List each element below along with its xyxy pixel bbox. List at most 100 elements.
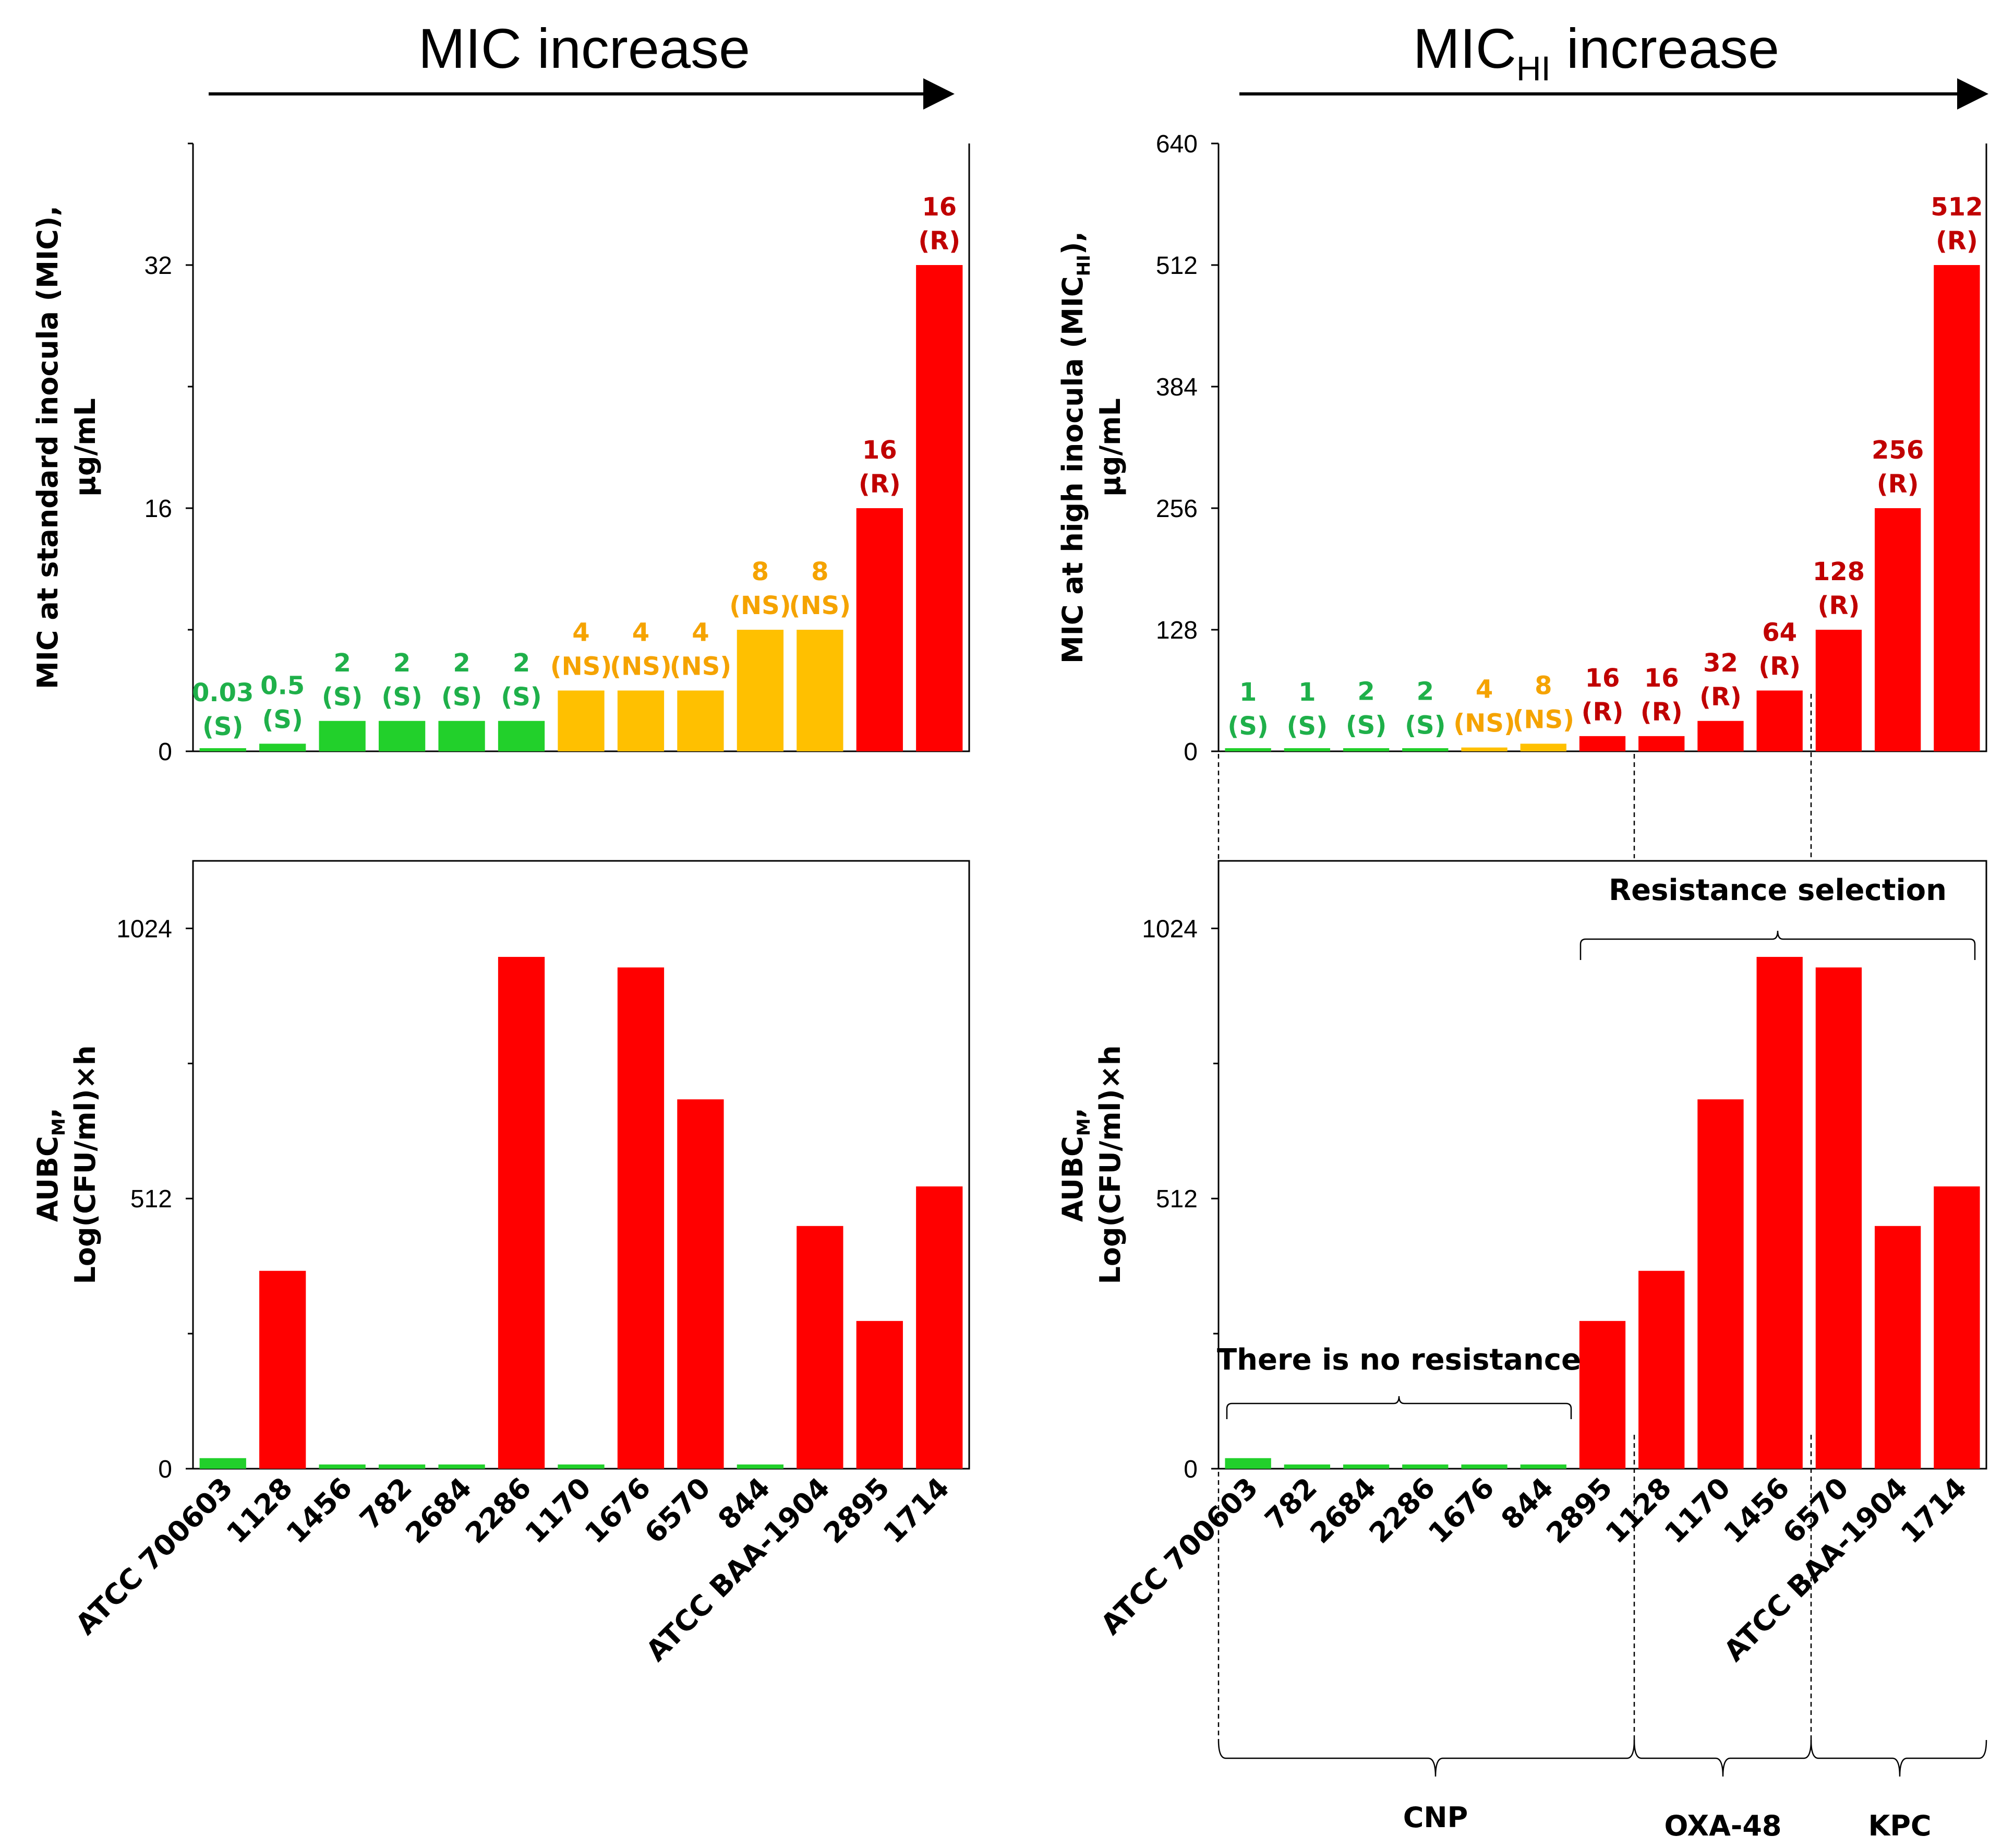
bar bbox=[1343, 748, 1390, 751]
bar-value-label: 1 bbox=[1298, 678, 1316, 707]
bar bbox=[1579, 736, 1626, 751]
x-tick-label: 2895 bbox=[1540, 1471, 1619, 1550]
bar bbox=[1579, 1321, 1626, 1469]
bar bbox=[498, 721, 545, 751]
kpc-brace bbox=[1810, 1739, 1987, 1777]
bar-category-label: (R) bbox=[1818, 591, 1860, 620]
bar bbox=[199, 1458, 246, 1469]
bar-value-label: 8 bbox=[1535, 671, 1552, 700]
bar bbox=[438, 1464, 485, 1469]
cnp-label: CNP bbox=[1403, 1801, 1468, 1834]
y-tick-label: 1024 bbox=[116, 915, 172, 943]
bar bbox=[1225, 1458, 1271, 1469]
bar bbox=[378, 1464, 426, 1469]
bar-value-label: 2 bbox=[393, 649, 411, 678]
bar-value-label: 2 bbox=[333, 649, 351, 678]
bar bbox=[1815, 630, 1862, 751]
bar-category-label: (R) bbox=[1582, 698, 1624, 727]
bar-value-label: 2 bbox=[1357, 677, 1374, 706]
bar-value-label: 16 bbox=[1644, 664, 1679, 693]
bar bbox=[1402, 748, 1449, 751]
bar bbox=[1697, 1099, 1744, 1469]
x-tick-label: ATCC 700603 bbox=[1094, 1471, 1264, 1641]
y-tick-label: 0 bbox=[158, 738, 172, 766]
bar-value-label: 32 bbox=[1703, 649, 1738, 678]
x-tick-label: ATCC 700603 bbox=[69, 1471, 239, 1641]
no-resistance-brace bbox=[1226, 1396, 1572, 1419]
kpc-label: KPC bbox=[1868, 1809, 1931, 1842]
oxa48-label: OXA-48 bbox=[1665, 1809, 1782, 1842]
y-tick-label: 256 bbox=[1156, 495, 1198, 523]
bar bbox=[1934, 1186, 1980, 1469]
bar bbox=[1815, 967, 1862, 1469]
bar bbox=[558, 1464, 605, 1469]
mic-standard-chart: 0 16 32 MIC at standard inocula (MIC), µg/mL… bbox=[31, 142, 970, 766]
bar-value-label: 256 bbox=[1872, 436, 1924, 465]
bar bbox=[677, 1099, 724, 1469]
bar-category-label: (S) bbox=[1346, 711, 1386, 740]
x-tick-label: 1456 bbox=[280, 1471, 359, 1550]
bar-value-label: 4 bbox=[692, 618, 709, 647]
bar-category-label: (S) bbox=[262, 705, 303, 734]
y-tick-label: 512 bbox=[1156, 252, 1198, 280]
resistance-selection-label: Resistance selection bbox=[1609, 873, 1947, 907]
bar bbox=[617, 967, 665, 1469]
y-tick-label: 512 bbox=[130, 1185, 172, 1213]
bar-category-label: (R) bbox=[1641, 698, 1683, 727]
bar-category-label: (R) bbox=[1877, 470, 1919, 499]
bar-category-label: (NS) bbox=[670, 652, 732, 681]
bar-value-label: 4 bbox=[1476, 675, 1493, 704]
right-header: MICHI increase bbox=[1413, 17, 1779, 88]
y-axis-label: AUBCM, Log(CFU/ml)×h bbox=[1056, 1045, 1127, 1284]
x-tick-label: 1714 bbox=[1895, 1471, 1973, 1550]
oxa48-brace bbox=[1633, 1739, 1812, 1777]
bar bbox=[1756, 690, 1803, 751]
bar bbox=[856, 1321, 903, 1469]
bar-category-label: (S) bbox=[381, 682, 422, 712]
bar-category-label: (R) bbox=[918, 226, 960, 256]
x-tick-label: 6570 bbox=[638, 1471, 717, 1550]
bar bbox=[1697, 721, 1744, 751]
y-tick-label: 640 bbox=[1156, 130, 1198, 158]
bar-value-label: 2 bbox=[453, 649, 470, 678]
bar bbox=[737, 630, 784, 751]
bar bbox=[1520, 743, 1566, 751]
x-tick-label: 2286 bbox=[1363, 1471, 1442, 1550]
bar-category-label: (R) bbox=[1758, 652, 1801, 681]
no-resistance-label: There is no resistance bbox=[1217, 1343, 1581, 1377]
bar bbox=[199, 748, 246, 751]
bar-category-label: (NS) bbox=[789, 591, 851, 620]
x-tick-label: 2895 bbox=[817, 1471, 896, 1550]
bar-category-label: (R) bbox=[859, 470, 901, 499]
x-tick-label: 1170 bbox=[1658, 1471, 1737, 1550]
bar-value-label: 64 bbox=[1762, 618, 1797, 647]
bar bbox=[677, 690, 724, 751]
bar-category-label: (S) bbox=[1287, 712, 1328, 741]
bar-value-label: 16 bbox=[922, 193, 957, 222]
bar-category-label: (S) bbox=[441, 682, 482, 712]
bar bbox=[797, 1226, 843, 1469]
bar-value-label: 1 bbox=[1239, 678, 1257, 707]
bar-category-label: (S) bbox=[1227, 712, 1268, 741]
bar-category-label: (S) bbox=[322, 682, 363, 712]
bar-value-label: 4 bbox=[632, 618, 649, 647]
bar bbox=[319, 1464, 366, 1469]
y-axis-label: MIC at standard inocula (MIC), µg/mL bbox=[31, 206, 102, 689]
bar-category-label: (S) bbox=[1405, 711, 1445, 740]
bar-category-label: (NS) bbox=[729, 591, 791, 620]
y-tick-label: 32 bbox=[144, 252, 172, 280]
bar-category-label: (NS) bbox=[1512, 705, 1574, 734]
bar-category-label: (S) bbox=[501, 682, 541, 712]
bar bbox=[1284, 1464, 1331, 1469]
bar bbox=[797, 630, 843, 751]
y-tick-label: 384 bbox=[1156, 374, 1198, 401]
bar bbox=[1874, 508, 1921, 751]
bar bbox=[558, 690, 605, 751]
bar-category-label: (R) bbox=[1699, 682, 1742, 712]
x-tick-label: 1676 bbox=[578, 1471, 657, 1550]
y-tick-label: 512 bbox=[1156, 1185, 1198, 1213]
